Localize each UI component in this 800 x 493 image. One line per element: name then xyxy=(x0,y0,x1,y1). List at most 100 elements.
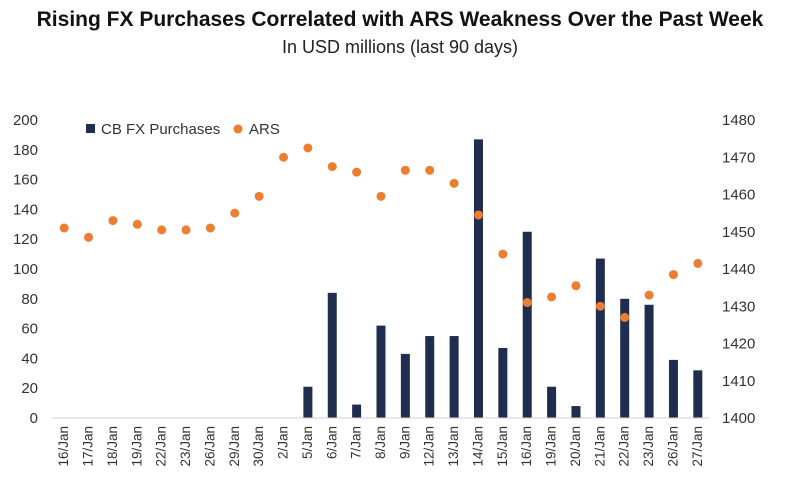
scatter-point xyxy=(84,232,94,242)
y-right-tick-label: 1410 xyxy=(722,373,755,390)
y-right-tick-label: 1430 xyxy=(722,298,755,315)
scatter-point xyxy=(571,281,581,291)
x-tick-label: 8/Jan xyxy=(373,426,388,459)
x-tick-label: 19/Jan xyxy=(129,426,144,467)
scatter-point xyxy=(327,162,337,172)
bar xyxy=(693,370,703,418)
scatter-point xyxy=(352,167,362,177)
x-tick-label: 16/Jan xyxy=(56,426,71,467)
bar xyxy=(400,353,410,418)
legend-swatch-bar xyxy=(86,124,95,133)
y-left-tick-label: 160 xyxy=(13,172,38,189)
scatter-point xyxy=(668,270,678,280)
scatter-point xyxy=(498,249,508,259)
left-axis: 0 20 40 60 80 100 120 140 160 180 200 xyxy=(13,112,38,427)
bar xyxy=(327,292,337,418)
scatter-point xyxy=(230,208,240,218)
x-tick-label: 29/Jan xyxy=(227,426,242,467)
y-right-tick-label: 1470 xyxy=(722,149,755,166)
y-left-tick-label: 120 xyxy=(13,231,38,248)
scatter-point xyxy=(595,301,605,311)
y-left-tick-label: 140 xyxy=(13,201,38,218)
scatter-point xyxy=(157,225,167,235)
x-axis-labels: 16/Jan 17/Jan 18/Jan 19/Jan 22/Jan 23/Jan 26/J… xyxy=(56,426,705,467)
scatter-point xyxy=(473,210,483,220)
y-left-tick-label: 80 xyxy=(21,291,38,308)
scatter-point xyxy=(303,143,313,153)
x-tick-label: 26/Jan xyxy=(202,426,217,467)
y-left-tick-label: 200 xyxy=(13,112,38,129)
x-tick-label: 20/Jan xyxy=(568,426,583,467)
bar xyxy=(571,406,581,418)
bar xyxy=(522,231,532,418)
x-tick-label: 23/Jan xyxy=(178,426,193,467)
scatter-point xyxy=(449,178,459,188)
bar xyxy=(449,336,459,418)
bar xyxy=(498,347,508,418)
x-tick-label: 18/Jan xyxy=(105,426,120,467)
y-left-tick-label: 0 xyxy=(30,410,38,427)
scatter-point xyxy=(693,258,703,268)
x-tick-label: 26/Jan xyxy=(665,426,680,467)
x-tick-label: 30/Jan xyxy=(251,426,266,467)
right-axis: 1400 1410 1420 1430 1440 1450 1460 1470 1480 xyxy=(722,112,755,427)
scatter-point xyxy=(620,312,630,322)
x-tick-label: 7/Jan xyxy=(349,426,364,459)
scatter-point xyxy=(400,165,410,175)
scatter-point xyxy=(547,292,557,302)
bar xyxy=(352,404,362,418)
legend: CB FX Purchases ARS xyxy=(86,121,280,138)
x-tick-label: 15/Jan xyxy=(495,426,510,467)
scatter-point xyxy=(376,191,386,201)
bar xyxy=(303,386,313,418)
scatter-point xyxy=(108,216,118,226)
x-tick-label: 22/Jan xyxy=(617,426,632,467)
bar xyxy=(425,336,435,418)
legend-label-bar: CB FX Purchases xyxy=(101,121,220,138)
scatter-point xyxy=(254,191,264,201)
x-tick-label: 6/Jan xyxy=(324,426,339,459)
x-tick-label: 23/Jan xyxy=(641,426,656,467)
y-right-tick-label: 1480 xyxy=(722,112,755,129)
y-right-tick-label: 1460 xyxy=(722,187,755,204)
bar xyxy=(644,304,654,418)
x-tick-label: 19/Jan xyxy=(544,426,559,467)
scatter-point xyxy=(279,152,289,162)
scatter-point xyxy=(59,223,69,233)
y-right-tick-label: 1440 xyxy=(722,261,755,278)
x-tick-label: 13/Jan xyxy=(446,426,461,467)
scatter-point xyxy=(644,290,654,300)
scatter-point xyxy=(425,165,435,175)
x-tick-label: 17/Jan xyxy=(81,426,96,467)
x-tick-label: 5/Jan xyxy=(300,426,315,459)
legend-swatch-dot xyxy=(233,124,243,134)
x-tick-label: 2/Jan xyxy=(276,426,291,459)
y-left-tick-label: 100 xyxy=(13,261,38,278)
x-tick-label: 21/Jan xyxy=(592,426,607,467)
x-tick-label: 14/Jan xyxy=(470,426,485,467)
scatter-series xyxy=(59,143,703,322)
x-tick-label: 22/Jan xyxy=(154,426,169,467)
bar xyxy=(668,359,678,418)
x-tick-label: 9/Jan xyxy=(397,426,412,459)
legend-label-dot: ARS xyxy=(249,121,280,138)
chart-title: Rising FX Purchases Correlated with ARS … xyxy=(36,8,764,31)
bar xyxy=(376,325,386,418)
chart-subtitle: In USD millions (last 90 days) xyxy=(281,37,519,57)
scatter-point xyxy=(132,219,142,229)
y-left-tick-label: 40 xyxy=(21,350,38,367)
bar-series xyxy=(303,139,703,418)
bar xyxy=(473,139,483,418)
scatter-point xyxy=(522,298,532,308)
y-right-tick-label: 1420 xyxy=(722,336,755,353)
y-left-tick-label: 60 xyxy=(21,321,38,338)
x-tick-label: 27/Jan xyxy=(690,426,705,467)
scatter-point xyxy=(205,223,215,233)
scatter-point xyxy=(181,225,191,235)
y-left-tick-label: 20 xyxy=(21,380,38,397)
x-tick-label: 12/Jan xyxy=(422,426,437,467)
y-left-tick-label: 180 xyxy=(13,142,38,159)
bar xyxy=(595,258,605,418)
